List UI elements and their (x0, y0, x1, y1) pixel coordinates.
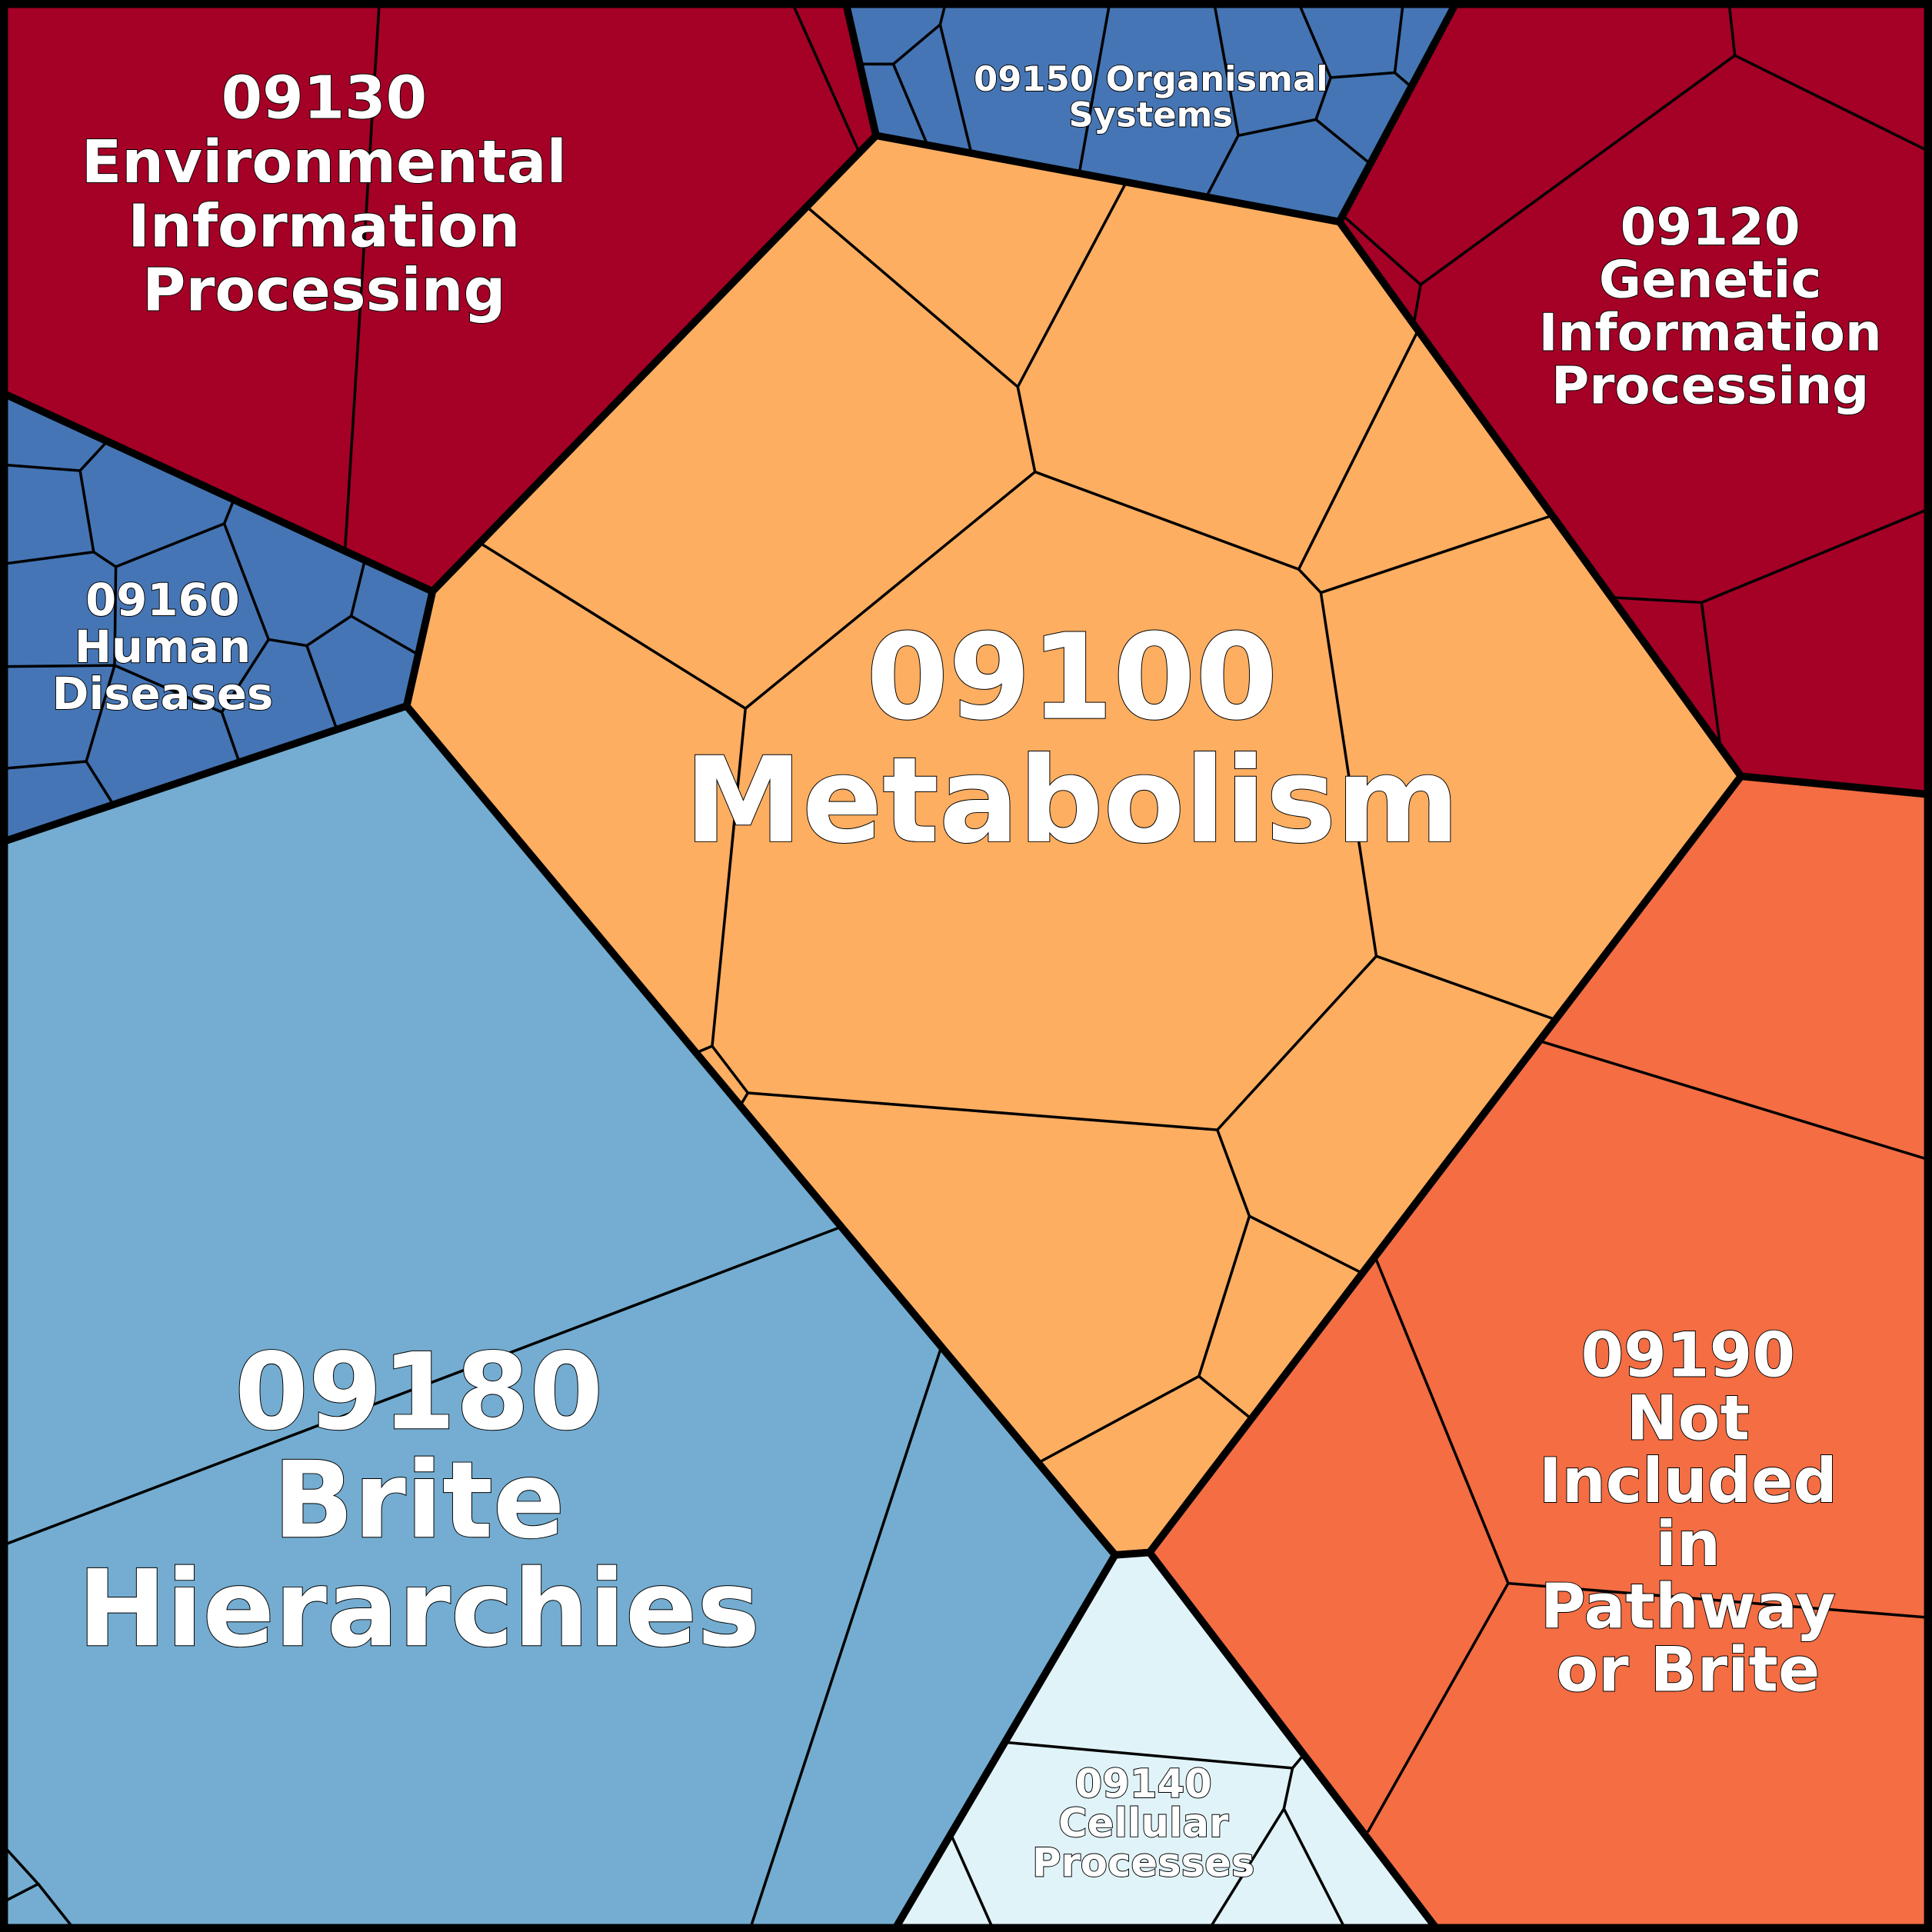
label-line: Included (1539, 1445, 1837, 1517)
label-line: Processing (142, 257, 505, 325)
label-line: or Brite (1556, 1634, 1820, 1705)
label-line: Information (128, 192, 520, 261)
label-line: 09180 (235, 1331, 603, 1454)
label-line: Information (1538, 303, 1881, 363)
label-line: 09190 (1581, 1320, 1795, 1391)
cell-09140-cellular (889, 1548, 1443, 1932)
label-line: Pathway (1541, 1571, 1836, 1643)
label-line: in (1656, 1508, 1720, 1580)
label-line: 09100 (866, 609, 1277, 747)
label-line: 09130 (222, 65, 427, 133)
label-line: Diseases (52, 668, 274, 720)
label-line: Not (1627, 1382, 1750, 1454)
label-line: Metabolism (685, 732, 1460, 870)
label-line: 09160 (85, 574, 240, 626)
label-line: Environmental (82, 128, 567, 197)
label-line: Brite (273, 1439, 565, 1562)
label-line: 09120 (1621, 197, 1800, 257)
cell-09190-not-included (1145, 772, 1932, 1932)
label-line: Genetic (1599, 250, 1821, 310)
label-line: Cellular (1058, 1800, 1229, 1847)
label-line: Human (75, 621, 251, 673)
label-line: Processes (1032, 1840, 1254, 1886)
label-line: 09140 (1075, 1761, 1212, 1807)
label-line: 09150 Organismal (974, 58, 1328, 99)
label-line: Systems (1069, 94, 1234, 135)
label-line: Hierarchies (78, 1547, 760, 1671)
label-line: Processing (1551, 355, 1869, 415)
